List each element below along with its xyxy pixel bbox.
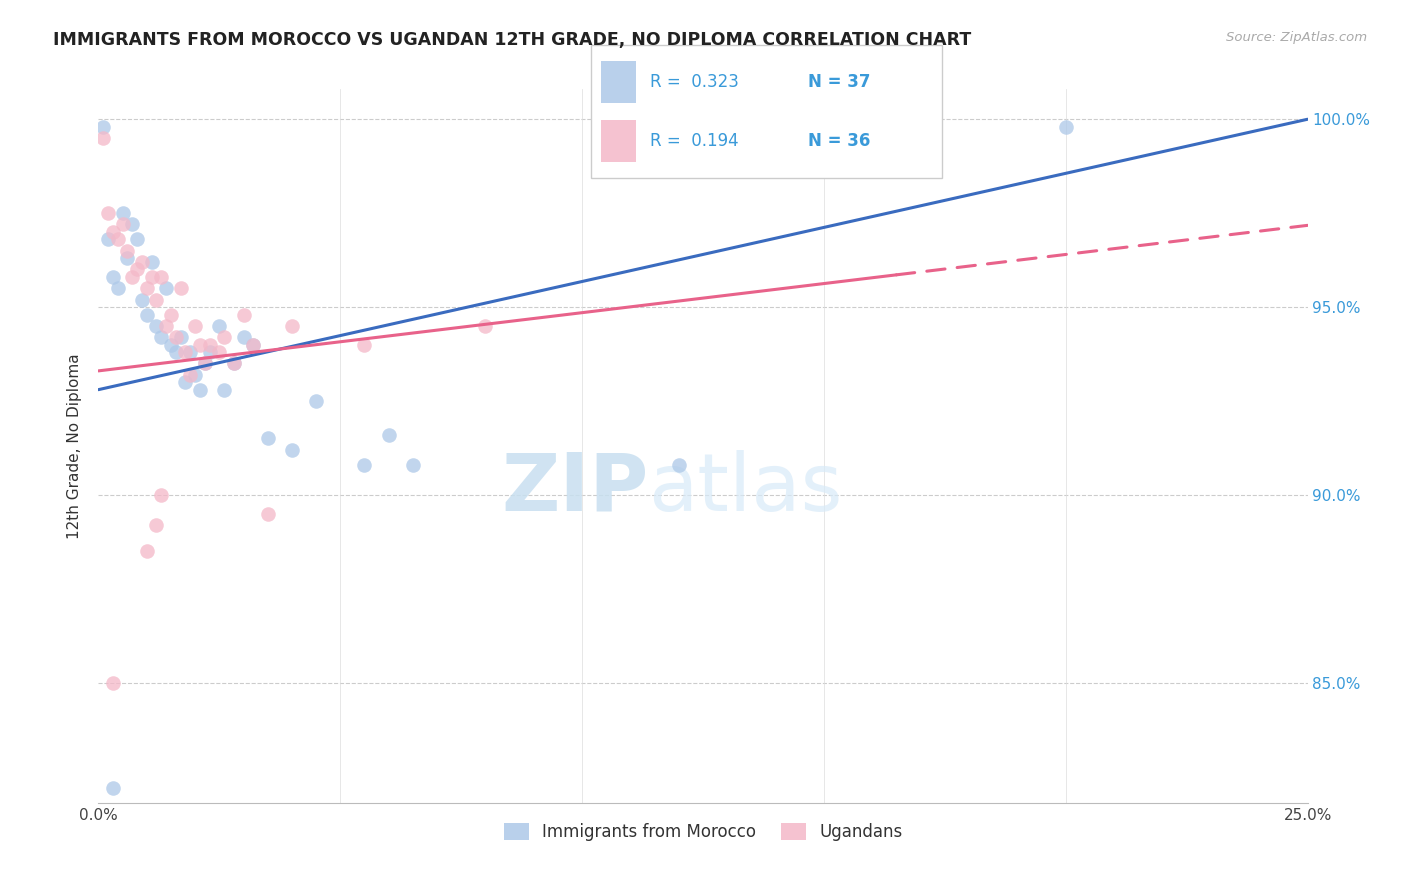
Point	[117, 251, 139, 265]
Point	[111, 206, 134, 220]
Point	[222, 356, 245, 370]
Point	[184, 318, 207, 333]
Point	[668, 458, 690, 472]
Point	[117, 244, 139, 258]
Point	[184, 368, 207, 382]
Point	[1054, 120, 1077, 134]
Point	[97, 232, 120, 246]
Point	[141, 270, 163, 285]
Point	[353, 458, 375, 472]
Point	[174, 345, 197, 359]
Point	[127, 262, 149, 277]
Point	[198, 337, 221, 351]
Point	[155, 281, 177, 295]
Text: N = 36: N = 36	[808, 132, 870, 150]
Point	[135, 544, 157, 558]
Point	[281, 318, 304, 333]
Point	[91, 131, 114, 145]
Point	[135, 281, 157, 295]
Point	[256, 507, 278, 521]
Point	[353, 337, 375, 351]
Point	[131, 255, 153, 269]
Text: Source: ZipAtlas.com: Source: ZipAtlas.com	[1226, 31, 1367, 45]
Point	[131, 293, 153, 307]
Point	[91, 120, 114, 134]
Point	[145, 293, 167, 307]
Text: N = 37: N = 37	[808, 73, 870, 91]
Point	[212, 330, 235, 344]
Point	[111, 218, 134, 232]
Point	[145, 517, 167, 532]
Y-axis label: 12th Grade, No Diploma: 12th Grade, No Diploma	[67, 353, 83, 539]
Point	[198, 345, 221, 359]
Text: R =  0.194: R = 0.194	[650, 132, 740, 150]
Point	[107, 232, 129, 246]
Point	[150, 270, 173, 285]
FancyBboxPatch shape	[591, 45, 942, 178]
Text: ZIP: ZIP	[502, 450, 648, 528]
Point	[402, 458, 425, 472]
Point	[165, 345, 187, 359]
Legend: Immigrants from Morocco, Ugandans: Immigrants from Morocco, Ugandans	[496, 816, 910, 848]
Point	[305, 393, 328, 408]
Point	[169, 281, 191, 295]
Point	[141, 255, 163, 269]
Point	[160, 308, 183, 322]
Text: atlas: atlas	[648, 450, 844, 528]
Point	[194, 356, 217, 370]
Point	[208, 318, 231, 333]
Point	[121, 270, 143, 285]
Point	[377, 427, 399, 442]
Point	[194, 356, 217, 370]
Point	[165, 330, 187, 344]
Point	[208, 345, 231, 359]
Point	[101, 270, 124, 285]
Point	[474, 318, 496, 333]
Point	[145, 318, 167, 333]
FancyBboxPatch shape	[602, 61, 636, 103]
Point	[150, 488, 173, 502]
Point	[174, 375, 197, 389]
Point	[242, 337, 264, 351]
Point	[242, 337, 264, 351]
Text: IMMIGRANTS FROM MOROCCO VS UGANDAN 12TH GRADE, NO DIPLOMA CORRELATION CHART: IMMIGRANTS FROM MOROCCO VS UGANDAN 12TH …	[53, 31, 972, 49]
Point	[256, 432, 278, 446]
Point	[101, 780, 124, 795]
Point	[101, 225, 124, 239]
Point	[281, 442, 304, 457]
Point	[160, 337, 183, 351]
Point	[188, 383, 211, 397]
Point	[150, 330, 173, 344]
Point	[169, 330, 191, 344]
Point	[179, 345, 201, 359]
Point	[212, 383, 235, 397]
FancyBboxPatch shape	[602, 120, 636, 162]
Text: R =  0.323: R = 0.323	[650, 73, 740, 91]
Point	[155, 318, 177, 333]
Point	[121, 218, 143, 232]
Point	[135, 308, 157, 322]
Point	[107, 281, 129, 295]
Point	[97, 206, 120, 220]
Point	[179, 368, 201, 382]
Point	[101, 675, 124, 690]
Point	[188, 337, 211, 351]
Point	[232, 308, 254, 322]
Point	[127, 232, 149, 246]
Point	[222, 356, 245, 370]
Point	[232, 330, 254, 344]
